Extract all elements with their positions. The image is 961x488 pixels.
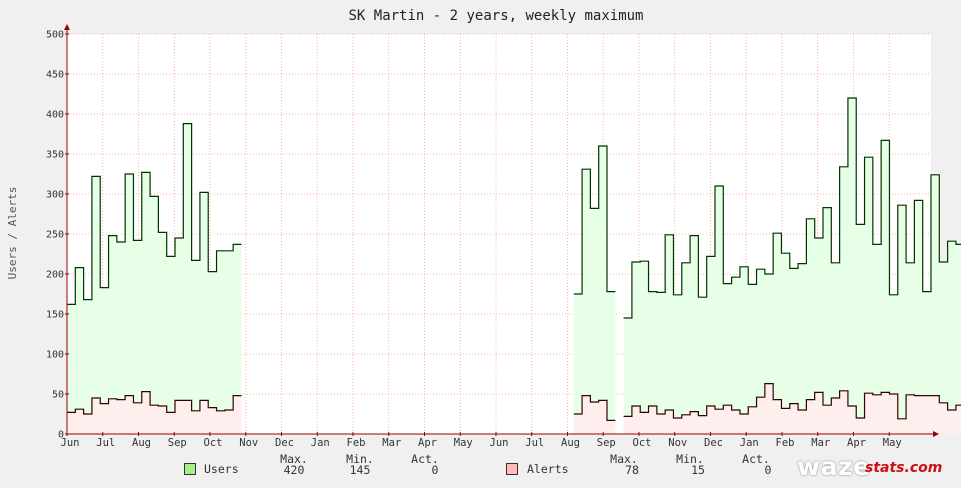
y-tick-label: 300 [46, 190, 64, 201]
x-tick-label: Jun [490, 437, 509, 449]
x-tick-label: Aug [132, 437, 151, 449]
alerts-area [573, 395, 616, 434]
legend-name-users: Users [204, 462, 239, 476]
x-tick-label: Oct [204, 437, 223, 449]
logo-suffix-text: stats.com [865, 460, 943, 476]
alerts-min-label: Min. [676, 452, 704, 466]
x-tick-label: Oct [633, 437, 652, 449]
users-act-label: Act. [411, 452, 439, 466]
x-tick-label: Apr [418, 437, 437, 449]
alerts-area [623, 383, 961, 434]
users-area [623, 98, 961, 434]
x-tick-label: Feb [776, 437, 795, 449]
x-tick-label: Mar [382, 437, 401, 449]
alerts-line [623, 383, 961, 420]
x-tick-label: Apr [847, 437, 866, 449]
y-tick-label: 50 [52, 390, 64, 401]
x-tick-label: Jul [525, 437, 544, 449]
y-tick-label: 450 [46, 70, 64, 81]
x-tick-label: Sep [597, 437, 616, 449]
x-tick-label: Dec [704, 437, 723, 449]
axes [64, 24, 939, 437]
x-tick-label: Jan [311, 437, 330, 449]
alerts-act-label: Act. [742, 452, 770, 466]
users-line [623, 97, 961, 319]
legend-swatch-alerts [506, 463, 518, 475]
x-tick-label: Aug [561, 437, 580, 449]
users-line [573, 145, 616, 295]
alerts-max-label: Max. [610, 452, 638, 466]
data-lines [67, 97, 961, 421]
users-max-value: 420 [283, 463, 305, 477]
users-min-value: 145 [349, 463, 371, 477]
users-area [573, 146, 616, 434]
x-tick-label: Mar [811, 437, 830, 449]
y-tick-label: 0 [58, 430, 64, 441]
y-tick-label: 350 [46, 150, 64, 161]
tick-labels: 0 50 100 150 200 250 300 350 400 450 500 Jun Jul Aug S… [46, 30, 902, 450]
legend-name-alerts: Alerts [527, 462, 569, 476]
x-tick-label: Sep [168, 437, 187, 449]
x-tick-label: Nov [668, 437, 687, 449]
alerts-area [67, 391, 242, 434]
x-tick-label: Nov [239, 437, 258, 449]
chart-title: SK Martin - 2 years, weekly maximum [348, 8, 643, 24]
x-tick-label: Jun [61, 437, 80, 449]
y-axis-arrow [64, 24, 70, 30]
legend-users: Users Max. 420 Min. 145 Act. 0 [180, 451, 480, 487]
alerts-line [573, 395, 616, 421]
y-tick-label: 500 [46, 30, 64, 41]
data-areas [67, 98, 961, 434]
users-min-label: Min. [346, 452, 374, 466]
y-tick-label: 200 [46, 270, 64, 281]
alerts-max-value: 78 [625, 463, 639, 477]
logo-main-text: waze [797, 452, 871, 481]
x-axis-arrow [933, 431, 939, 437]
legend-swatch-users [184, 463, 196, 475]
x-tick-label: May [454, 437, 473, 449]
y-tick-label: 250 [46, 230, 64, 241]
users-act-value: 0 [431, 463, 439, 477]
x-tick-label: May [883, 437, 902, 449]
x-tick-label: Jul [96, 437, 115, 449]
x-tick-label: Jan [740, 437, 759, 449]
alerts-act-value: 0 [764, 463, 772, 477]
users-area [67, 123, 242, 434]
y-tick-label: 100 [46, 350, 64, 361]
users-max-label: Max. [280, 452, 308, 466]
legend-alerts: Alerts Max. 78 Min. 15 Act. 0 [502, 451, 802, 487]
alerts-line [67, 391, 242, 415]
x-tick-label: Feb [347, 437, 366, 449]
y-tick-label: 400 [46, 110, 64, 121]
y-axis-label: Users / Alerts [6, 187, 19, 280]
y-tick-label: 150 [46, 310, 64, 321]
users-line [67, 123, 242, 305]
x-tick-label: Dec [275, 437, 294, 449]
wazestats-logo: waze stats.com [797, 452, 947, 481]
alerts-min-value: 15 [691, 463, 705, 477]
